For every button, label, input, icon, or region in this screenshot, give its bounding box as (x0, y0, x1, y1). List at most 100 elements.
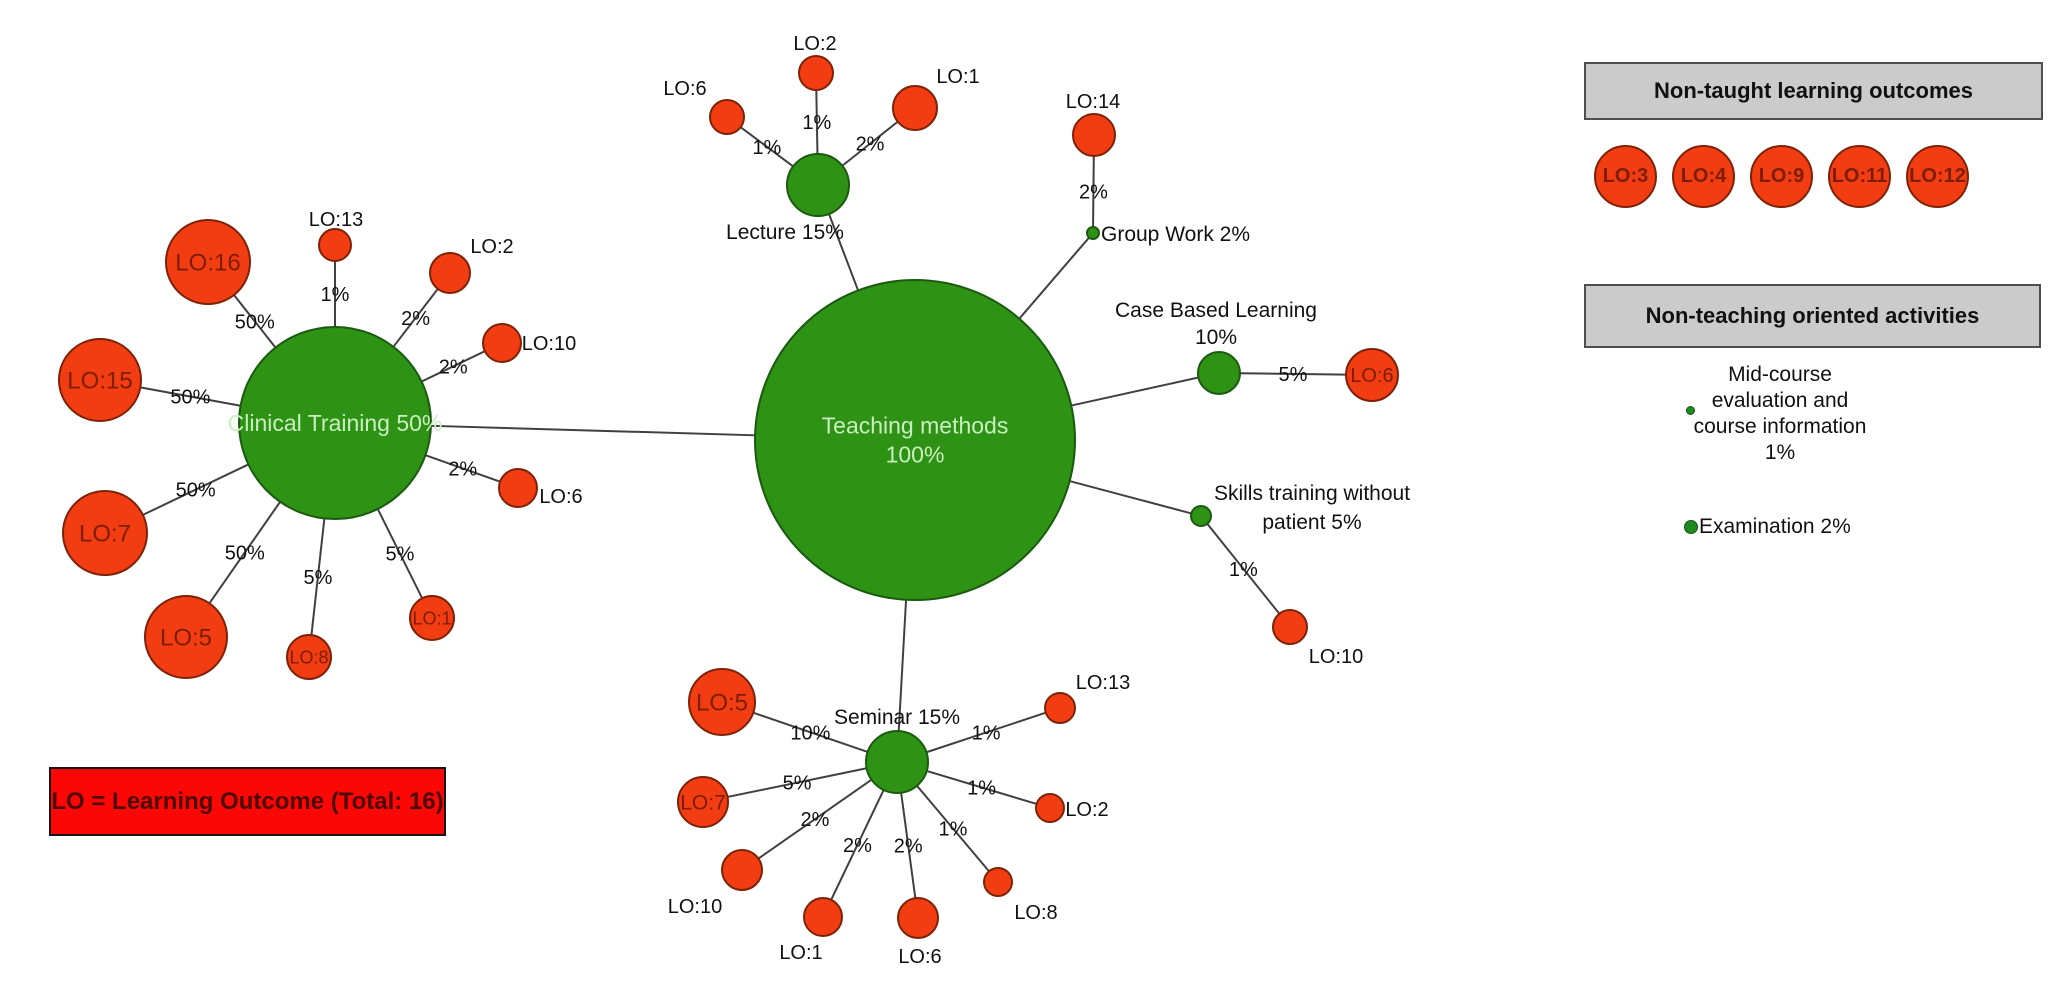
edge-line-clinical-c5 (208, 501, 281, 604)
node-label-line-c2: LO:2 (470, 236, 513, 258)
edge-line-clinical-c16 (233, 294, 277, 349)
node-label-c2: LO:2 (470, 236, 513, 258)
edge-percent-label-clinical-c2: 2% (401, 308, 430, 330)
node-label-m5: LO:5 (696, 689, 748, 716)
midcourse-line: 1% (1764, 441, 1796, 464)
midcourse-line: course information (1693, 415, 1867, 438)
node-label-groupwork: Group Work 2% (1101, 223, 1250, 246)
edge-line-clinical-c2 (392, 288, 439, 348)
edge-line-lecture-l1 (841, 120, 899, 167)
examination-green-dot-icon (1684, 520, 1698, 534)
non-taught-lo-circle: LO:3 (1594, 145, 1657, 208)
node-circle-c8 (286, 634, 332, 680)
edge-percent-label-skills-s10: 1% (1229, 559, 1258, 581)
node-label-m8: LO:8 (1014, 902, 1057, 924)
node-label-m13: LO:13 (1076, 672, 1130, 694)
node-label-line-m10: LO:10 (668, 896, 722, 918)
edge-line-seminar-m7 (727, 767, 867, 798)
node-label-line-c13: LO:13 (309, 209, 363, 231)
non-taught-lo-circle: LO:9 (1750, 145, 1813, 208)
node-circle-m5 (688, 668, 756, 736)
node-label-line-m2: LO:2 (1065, 799, 1108, 821)
node-label-m10: LO:10 (668, 896, 722, 918)
node-circle-seminar (865, 730, 929, 794)
node-label-c1: LO:1 (412, 608, 451, 628)
node-label-line-l1: LO:1 (936, 66, 979, 88)
node-label-clinical: Clinical Training 50% (228, 410, 443, 436)
edge-percent-label-seminar-m8: 1% (939, 819, 968, 841)
edge-percent-label-lecture-l1: 2% (856, 134, 885, 156)
edge-line-seminar-m13 (926, 711, 1047, 754)
midcourse-line: evaluation and (1711, 389, 1849, 412)
node-label-c15: LO:15 (67, 367, 132, 394)
edge-percent-label-clinical-c13: 1% (321, 284, 350, 306)
node-label-seminar: Seminar 15% (834, 706, 960, 729)
edge-percent-label-lecture-l2: 1% (802, 112, 831, 134)
node-label-line-c16: LO:16 (175, 249, 240, 276)
node-label-c6: LO:6 (539, 486, 582, 508)
node-label-line-m1: LO:1 (779, 942, 822, 964)
edge-line-teaching-cbl (1071, 376, 1199, 407)
non-taught-header: Non-taught learning outcomes (1584, 62, 2043, 120)
node-label-line-teaching: Teaching methods (822, 413, 1009, 439)
node-label-line-c6: LO:6 (539, 486, 582, 508)
edge-line-seminar-m2 (926, 769, 1037, 805)
edge-percent-label-seminar-m5: 10% (790, 722, 830, 744)
node-label-m2: LO:2 (1065, 799, 1108, 821)
node-circle-c2 (429, 252, 471, 294)
edge-line-clinical-c7 (142, 463, 249, 516)
edge-line-teaching-seminar (897, 599, 908, 732)
node-label-line-seminar: Seminar 15% (834, 706, 960, 729)
node-circle-l6 (709, 99, 745, 135)
edge-percent-label-groupwork-g14: 2% (1079, 181, 1108, 203)
edge-percent-label-clinical-c10: 2% (439, 356, 468, 378)
node-circle-m8 (983, 867, 1013, 897)
legend-box: LO = Learning Outcome (Total: 16) (49, 767, 446, 836)
node-circle-c6 (498, 468, 538, 508)
examination-item: Examination 2% (1684, 515, 1851, 539)
non-taught-lo-circle: LO:12 (1906, 145, 1969, 208)
edge-percent-label-seminar-m10: 2% (801, 809, 830, 831)
node-label-line-b6: LO:6 (1350, 365, 1393, 387)
node-circle-g14 (1072, 113, 1116, 157)
edge-percent-label-cbl-b6: 5% (1279, 364, 1308, 386)
node-label-l2: LO:2 (793, 33, 836, 55)
node-label-line-skills: patient 5% (1262, 511, 1361, 534)
node-label-c10: LO:10 (522, 333, 576, 355)
edge-line-lecture-l6 (740, 126, 794, 168)
node-circle-groupwork (1086, 226, 1100, 240)
edge-line-clinical-c8 (310, 518, 326, 636)
node-label-teaching: Teaching methods 100% (822, 413, 1009, 468)
node-label-line-cbl: Case Based Learning (1115, 299, 1317, 322)
node-label-l6: LO:6 (663, 78, 706, 100)
node-circle-c13 (318, 228, 352, 262)
node-circle-c16 (165, 219, 251, 305)
node-label-line-m5: LO:5 (696, 689, 748, 716)
node-label-m6: LO:6 (898, 946, 941, 968)
node-label-line-c5: LO:5 (160, 624, 212, 651)
node-label-line-m6: LO:6 (898, 946, 941, 968)
node-label-line-cbl: 10% (1195, 326, 1237, 349)
node-label-line-s10: LO:10 (1309, 646, 1363, 668)
node-label-m1: LO:1 (779, 942, 822, 964)
node-circle-m7 (677, 776, 729, 828)
edge-percent-label-seminar-m13: 1% (972, 722, 1001, 744)
edge-line-cbl-b6 (1239, 372, 1347, 376)
non-taught-lo-circle: LO:4 (1672, 145, 1735, 208)
node-label-c7: LO:7 (79, 520, 131, 547)
node-label-line-c10: LO:10 (522, 333, 576, 355)
node-label-line-c15: LO:15 (67, 367, 132, 394)
edge-percent-label-clinical-c16: 50% (235, 311, 275, 333)
non-taught-lo-circle: LO:11 (1828, 145, 1891, 208)
node-label-c5: LO:5 (160, 624, 212, 651)
edge-percent-label-clinical-c8: 5% (303, 567, 332, 589)
node-label-c13: LO:13 (309, 209, 363, 231)
edge-percent-label-seminar-m2: 1% (967, 777, 996, 799)
node-label-lecture: Lecture 15% (726, 221, 844, 244)
node-circle-m13 (1044, 692, 1076, 724)
midcourse-green-dot-icon (1686, 406, 1695, 415)
edge-line-clinical-c15 (140, 386, 241, 407)
edge-percent-label-seminar-m7: 5% (783, 773, 812, 795)
